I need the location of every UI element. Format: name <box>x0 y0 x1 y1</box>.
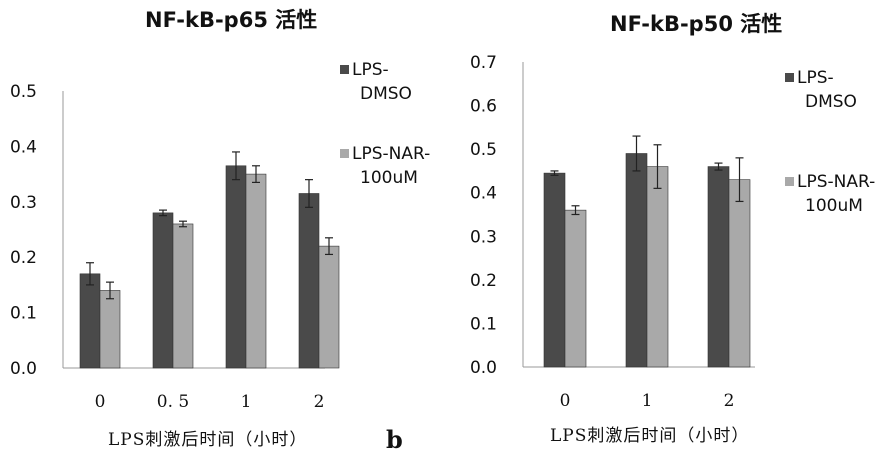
bar-dmso <box>625 153 648 368</box>
bar-dmso <box>707 166 730 368</box>
x-axis-label: LPS刺激后时间（小时） <box>108 430 308 450</box>
chart-panel-p65: NF-kB-p65 活性 0.0 0.1 0.2 0.3 0.4 0.5 0 0. 5 1 2 L… <box>10 8 430 450</box>
legend-label-line2: DMSO <box>360 84 412 104</box>
bar-dmso <box>225 165 247 369</box>
y-tick-label: 0.2 <box>470 271 497 291</box>
panel-label: b <box>386 425 403 454</box>
legend-label-line1: LPS-NAR- <box>352 144 431 164</box>
bar-chart-p50: 0.0 0.1 0.2 0.3 0.4 0.5 0.6 0.7 0 1 2 <box>470 53 755 410</box>
x-tick-label: 1 <box>642 391 653 410</box>
legend-swatch-dmso <box>340 65 349 74</box>
y-tick-label: 0.0 <box>10 359 37 379</box>
legend-swatch-nar <box>340 149 349 158</box>
y-tick-label: 0.1 <box>470 314 497 334</box>
bar-nar <box>172 223 194 369</box>
bar-dmso <box>543 172 566 368</box>
legend-label-line1: LPS- <box>352 60 389 80</box>
x-tick-label: 0 <box>95 392 106 410</box>
y-tick-label: 0.4 <box>470 184 497 204</box>
x-tick-label: 1 <box>241 392 252 410</box>
chart-title: NF-kB-p65 活性 <box>145 8 318 32</box>
chart-title: NF-kB-p50 活性 <box>610 12 783 36</box>
bar-dmso <box>152 212 174 369</box>
legend-item-dmso: LPS- DMSO <box>785 66 857 114</box>
bar-dmso <box>79 273 101 369</box>
legend-item-nar: LPS-NAR- 100uM <box>340 142 430 190</box>
chart-panel-p50: NF-kB-p50 活性 0.0 0.1 0.2 0.3 0.4 0.5 0.6 0.7 0 1 2… <box>455 0 890 453</box>
legend-swatch-dmso <box>785 73 794 82</box>
x-axis-label: LPS刺激后时间（小时） <box>550 426 750 446</box>
y-tick-label: 0.3 <box>470 227 497 247</box>
y-tick-label: 0.0 <box>470 358 497 378</box>
y-tick-label: 0.4 <box>10 137 37 157</box>
bar-nar <box>99 290 121 369</box>
y-tick-label: 0.3 <box>10 193 37 213</box>
x-tick-label: 2 <box>314 392 325 410</box>
bar-chart-p65: 0.0 0.1 0.2 0.3 0.4 0.5 0 0. 5 1 2 <box>10 82 340 410</box>
y-tick-label: 0.5 <box>470 140 497 160</box>
legend-item-dmso: LPS- DMSO <box>340 58 412 106</box>
x-tick-label: 2 <box>724 391 735 410</box>
y-tick-label: 0.6 <box>470 97 497 117</box>
legend-label-line2: 100uM <box>360 168 418 188</box>
x-tick-label: 0 <box>560 391 571 410</box>
legend-label-line1: LPS-NAR- <box>797 172 876 192</box>
y-tick-label: 0.7 <box>470 53 497 73</box>
bar-nar <box>646 166 669 368</box>
legend-label-line2: 100uM <box>805 196 863 216</box>
legend-label-line1: LPS- <box>797 68 834 88</box>
bar-nar <box>564 209 587 368</box>
legend-item-nar: LPS-NAR- 100uM <box>785 170 875 218</box>
legend-swatch-nar <box>785 177 794 186</box>
y-tick-label: 0.2 <box>10 248 37 268</box>
bar-nar <box>728 179 751 368</box>
y-tick-label: 0.1 <box>10 304 37 324</box>
bar-dmso <box>298 193 320 369</box>
x-tick-label: 0. 5 <box>157 392 189 410</box>
y-tick-label: 0.5 <box>10 82 37 102</box>
bar-nar <box>245 173 267 369</box>
bar-nar <box>318 245 340 369</box>
legend-label-line2: DMSO <box>805 92 857 112</box>
